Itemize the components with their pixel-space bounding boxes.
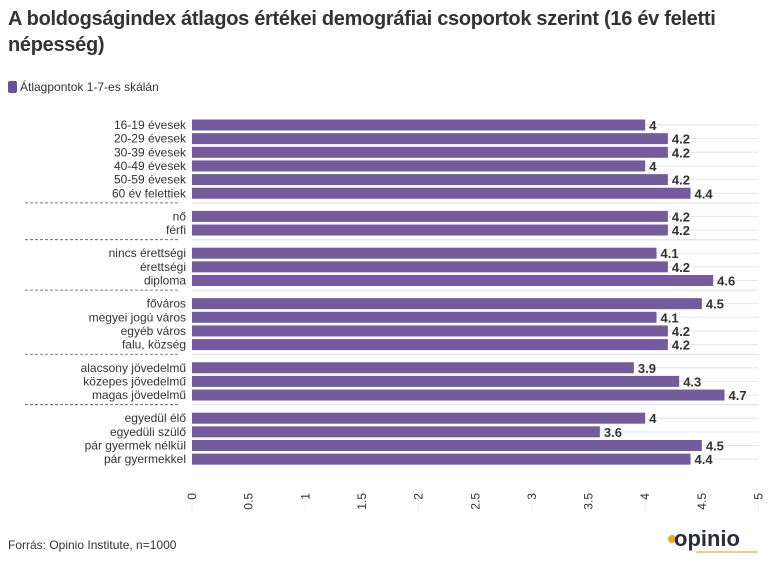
data-label: 4.2 — [672, 209, 690, 224]
legend-label: Átlagpontok 1-7-es skálán — [20, 80, 159, 94]
bar — [192, 224, 668, 236]
bar-chart: 16-19 évesek 4 20-29 évesek 4.2 30-39 évesek… — [25, 118, 766, 512]
data-label: 3.9 — [638, 361, 656, 376]
bar — [192, 412, 646, 424]
tick-label: 3.5 — [582, 493, 596, 510]
data-label: 4.2 — [672, 173, 690, 188]
category-label: falu, község — [122, 338, 186, 352]
data-label: 3.6 — [604, 425, 622, 440]
category-label: főváros — [147, 297, 186, 311]
category-label: 20-29 évesek — [114, 132, 187, 146]
bar — [192, 275, 714, 286]
bar — [192, 133, 668, 145]
data-label: 4.4 — [695, 452, 714, 467]
category-label: egyedül élő — [125, 411, 187, 425]
bar — [192, 119, 646, 131]
tick-label: 2.5 — [468, 493, 482, 510]
tick-label: 4 — [638, 493, 652, 500]
tick-label: 3 — [525, 493, 539, 500]
bar — [192, 210, 668, 222]
bar — [192, 311, 657, 323]
tick-label: 5 — [752, 493, 766, 500]
data-label: 4.1 — [661, 310, 679, 325]
chart-title: A boldogságindex átlagos értékei demográ… — [8, 8, 716, 56]
bar — [192, 339, 668, 351]
data-label: 4.1 — [661, 246, 679, 261]
data-label: 4.5 — [706, 439, 724, 454]
tick-label: 0 — [185, 493, 199, 500]
category-label: alacsony jövedelmű — [81, 361, 187, 375]
tick-label: 1.5 — [355, 493, 369, 510]
data-label: 4 — [649, 411, 657, 426]
category-label: férfi — [166, 223, 186, 237]
bar — [192, 187, 691, 199]
bar — [192, 261, 668, 273]
tick-label: 0.5 — [242, 493, 256, 510]
bar — [192, 160, 646, 172]
bar — [192, 426, 600, 438]
data-label: 4 — [649, 159, 657, 174]
data-label: 4.2 — [672, 145, 690, 160]
data-label: 4.6 — [717, 274, 735, 289]
category-label: nincs érettségi — [109, 246, 186, 260]
data-label: 4.2 — [672, 223, 690, 238]
category-label: magas jövedelmű — [92, 388, 186, 402]
bar — [192, 453, 691, 465]
category-label: pár gyermek nélkül — [85, 439, 186, 453]
category-label: pár gyermekkel — [104, 452, 186, 466]
category-label: nő — [173, 209, 187, 223]
category-label: 16-19 évesek — [114, 118, 187, 132]
bar — [192, 174, 668, 186]
data-label: 4 — [649, 118, 657, 133]
legend: Átlagpontok 1-7-es skálán — [8, 80, 159, 94]
bar — [192, 247, 657, 259]
data-label: 4.4 — [695, 186, 714, 201]
logo-text: opinio — [674, 526, 740, 551]
category-label: diploma — [144, 274, 186, 288]
bar — [192, 325, 668, 337]
tick-label: 1 — [298, 493, 312, 500]
category-label: 40-49 évesek — [114, 159, 187, 173]
data-label: 4.2 — [672, 260, 690, 275]
tick-label: 2 — [412, 493, 426, 500]
data-label: 4.3 — [683, 374, 701, 389]
bar — [192, 440, 702, 451]
opinio-logo: opinio — [668, 526, 758, 553]
category-label: megyei jogú város — [89, 310, 186, 324]
category-label: 60 év felettiek — [112, 186, 187, 200]
category-label: 50-59 évesek — [114, 173, 187, 187]
category-label: közepes jövedelmű — [83, 374, 186, 388]
tick-label: 4.5 — [695, 493, 709, 510]
bar — [192, 362, 634, 374]
bar — [192, 375, 680, 387]
category-label: egyedüli szülő — [110, 425, 186, 439]
data-label: 4.7 — [729, 388, 747, 403]
bar — [192, 146, 668, 158]
category-label: 30-39 évesek — [114, 145, 187, 159]
bar — [192, 389, 725, 401]
legend-swatch — [8, 81, 17, 93]
category-label: érettségi — [140, 260, 186, 274]
data-label: 4.2 — [672, 132, 690, 147]
data-label: 4.5 — [706, 297, 724, 312]
data-label: 4.2 — [672, 338, 690, 353]
source-note: Forrás: Opinio Institute, n=1000 — [8, 538, 177, 552]
bar — [192, 298, 702, 310]
data-label: 4.2 — [672, 324, 690, 339]
category-label: egyéb város — [121, 324, 186, 338]
